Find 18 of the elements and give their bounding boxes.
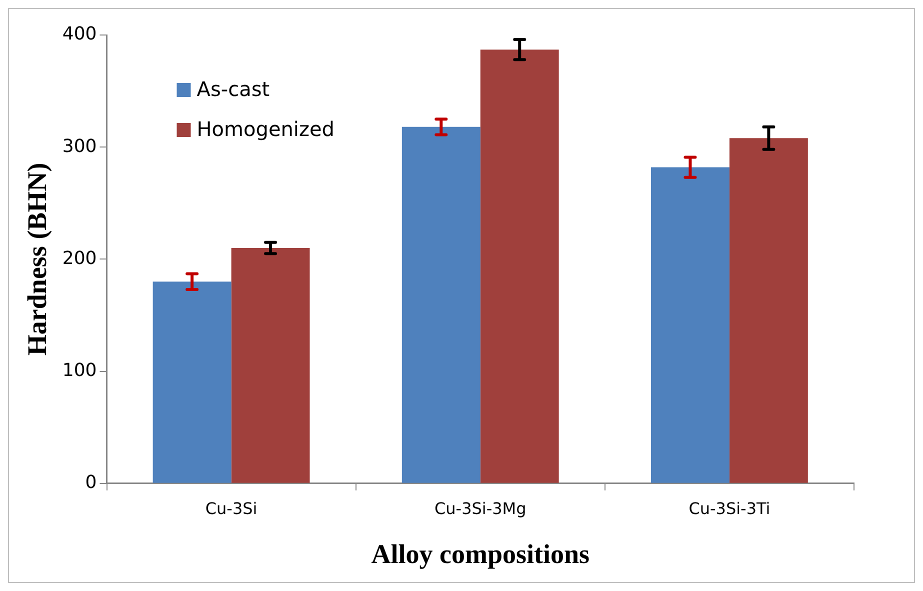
x-tick-label: Cu-3Si — [205, 499, 258, 518]
legend-label: As-cast — [196, 77, 270, 102]
y-tick-label: 100 — [62, 360, 97, 381]
bar — [402, 126, 480, 483]
y-axis-title: Hardness (BHN) — [22, 162, 52, 356]
bar — [729, 138, 808, 483]
x-tick-label: Cu-3Si-3Mg — [434, 499, 526, 518]
y-tick-label: 0 — [85, 472, 97, 494]
bar — [152, 282, 232, 483]
x-tick-label: Cu-3Si-3Ti — [688, 499, 770, 518]
y-tick-label: 300 — [62, 136, 97, 157]
y-tick-label: 200 — [62, 248, 97, 269]
x-axis-title: Alloy compositions — [371, 538, 590, 569]
y-tick-label: 400 — [62, 24, 97, 45]
bar — [651, 167, 730, 483]
bar — [480, 50, 559, 483]
bar — [231, 248, 310, 483]
legend-label: Homogenized — [196, 117, 334, 142]
